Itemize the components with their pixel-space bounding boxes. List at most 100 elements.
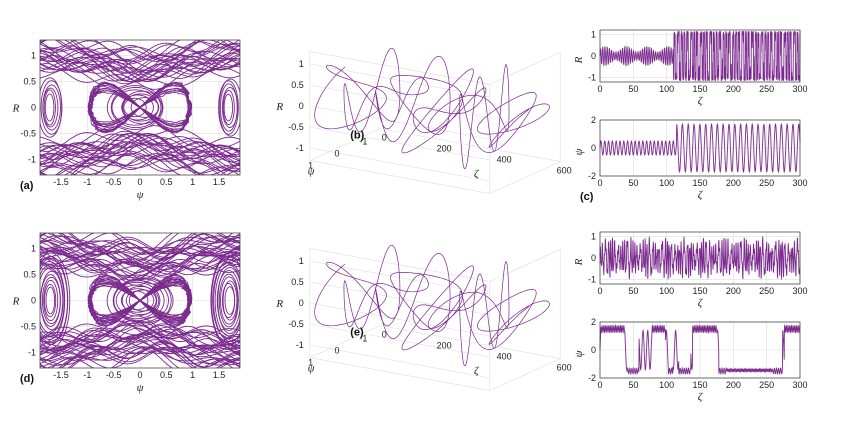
x-tick-label: 1 <box>190 177 195 187</box>
panel-label: (a) <box>20 180 34 192</box>
panel-label: (e) <box>350 327 364 339</box>
island-orbit <box>216 270 240 331</box>
trajectory-curve <box>40 327 240 356</box>
series-line <box>599 236 801 280</box>
island-orbit <box>120 288 155 313</box>
x-axis-label: ζ <box>698 95 704 107</box>
x-tick-label: 50 <box>628 84 638 94</box>
island-orbit <box>123 97 147 118</box>
phase-plot-d <box>39 232 241 369</box>
separatrix-loop <box>87 87 192 128</box>
trajectory-curve <box>40 42 240 65</box>
trajectory-curve <box>40 132 240 158</box>
psi-tick-label: 0 <box>334 149 339 159</box>
trajectory-curve <box>40 250 240 281</box>
time-series-f1 <box>599 231 801 285</box>
y-tick-label: 1 <box>31 51 36 61</box>
x-axis-label: ψ <box>308 363 315 375</box>
x-tick-label: 1.5 <box>213 370 226 380</box>
island-orbit <box>218 273 239 328</box>
island-orbit <box>111 89 159 126</box>
y-tick-label: 1 <box>31 244 36 254</box>
box-edge <box>489 249 561 282</box>
r-tick-label: -1 <box>296 340 304 350</box>
trajectory-curve <box>40 255 240 279</box>
trajectory-curve <box>40 341 240 366</box>
zeta-tick-label: 200 <box>437 144 452 154</box>
trajectory-curve <box>40 141 240 172</box>
gridline <box>309 126 490 161</box>
x-tick-label: -1 <box>83 177 91 187</box>
x-tick-label: 150 <box>692 380 707 390</box>
x-tick-label: 150 <box>692 84 707 94</box>
y-axis-label: R <box>275 298 283 310</box>
trajectory-curve <box>40 322 240 346</box>
x-tick-label: -0.5 <box>106 370 122 380</box>
zeta-tick-label: 200 <box>437 341 452 351</box>
box-edge <box>309 325 381 358</box>
trajectory-curve <box>40 333 240 360</box>
y-tick-label: -1 <box>28 154 36 164</box>
y-tick-label: 1 <box>591 29 596 39</box>
x-tick-label: 100 <box>659 380 674 390</box>
x-tick-label: 0.5 <box>160 370 173 380</box>
trajectory-curve <box>40 235 240 260</box>
trajectory-curve <box>69 349 240 368</box>
island-orbit <box>40 267 64 334</box>
trajectory-curve <box>40 241 240 268</box>
island-orbit <box>122 93 159 122</box>
trajectory-curve <box>40 40 221 60</box>
box-edge <box>309 160 490 194</box>
y-tick-label: -0.5 <box>20 128 36 138</box>
trajectory <box>40 40 240 175</box>
island-orbit <box>222 89 235 126</box>
trajectory-curve <box>40 154 240 175</box>
trajectory-curve <box>40 257 240 286</box>
r-tick-label: -1 <box>296 143 304 153</box>
island-orbit <box>121 90 163 125</box>
island-orbit <box>44 93 55 122</box>
trajectory-curve <box>40 132 240 163</box>
x-axis-label: ζ <box>698 297 704 309</box>
x-tick-label: -1.5 <box>53 177 69 187</box>
trajectory-curve <box>40 315 240 344</box>
y-tick-label: -1 <box>28 347 36 357</box>
z-axis-label: ζ <box>474 365 480 377</box>
island-orbit <box>125 290 149 311</box>
separatrix-loop <box>89 285 192 316</box>
zeta-tick-label: 400 <box>497 352 512 362</box>
psi-tick-label: -1 <box>359 334 367 344</box>
island-orbit <box>218 78 240 137</box>
x-tick-label: 0 <box>137 370 142 380</box>
trajectory-curve <box>40 51 240 82</box>
trajectory-curve <box>40 339 240 362</box>
box-edge <box>380 128 561 162</box>
x-tick-label: 200 <box>726 380 741 390</box>
trajectory-curve <box>40 57 240 83</box>
y-tick-label: 0 <box>31 296 36 306</box>
x-tick-label: 100 <box>659 178 674 188</box>
trajectory-curve <box>40 150 240 173</box>
x-tick-label: 250 <box>759 286 774 296</box>
island-orbit <box>110 86 162 129</box>
trajectory-curve <box>40 347 240 368</box>
y-axis-label: R <box>573 56 585 64</box>
island-orbit <box>106 274 172 327</box>
trajectory-curve <box>40 40 240 61</box>
x-axis-label: ψ <box>137 382 144 394</box>
trajectory-curve <box>40 48 240 79</box>
y-tick-label: 0 <box>591 143 596 153</box>
x-axis-label: ζ <box>698 189 704 201</box>
trajectory-curve <box>40 136 240 167</box>
trajectory-curve <box>40 325 240 354</box>
box-edge <box>309 128 381 161</box>
y-axis-label: R <box>12 103 20 115</box>
trajectory-curve <box>40 254 240 281</box>
island-orbit <box>42 84 61 131</box>
box-edge <box>489 358 561 391</box>
r-tick-label: 1 <box>299 59 304 69</box>
x-tick-label: 50 <box>628 380 638 390</box>
r-tick-label: -0.5 <box>288 319 304 329</box>
island-orbit <box>217 267 240 334</box>
island-orbit <box>219 83 238 132</box>
